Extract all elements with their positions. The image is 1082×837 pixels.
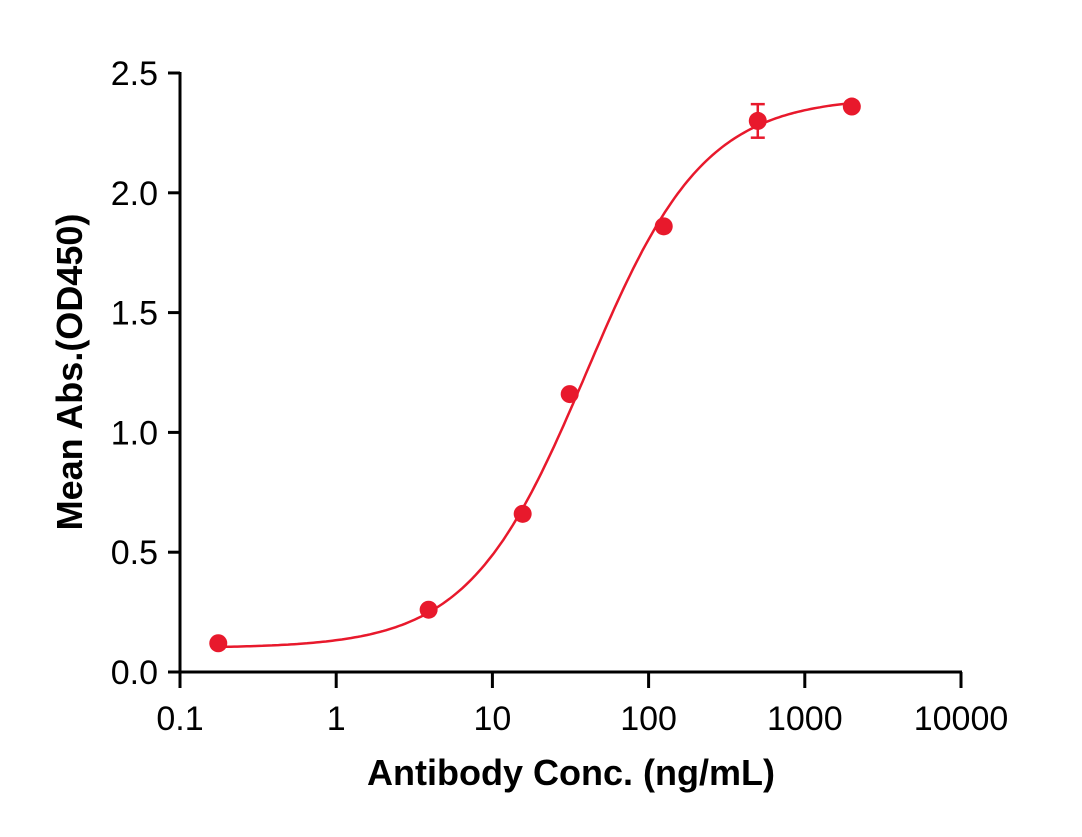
y-tick-label: 0.5	[111, 534, 158, 572]
data-point	[654, 217, 673, 236]
data-point	[513, 504, 532, 523]
y-tick-label: 0.0	[111, 654, 158, 692]
y-tick-label: 1.5	[111, 295, 158, 333]
data-point	[419, 600, 438, 619]
axes: 0.0 0.5 1.0 1.5 2.0 2.5 0.1 1 10 100 1000 10000	[111, 55, 1009, 738]
x-axis-title: Antibody Conc. (ng/mL)	[367, 752, 775, 793]
y-ticks: 0.0 0.5 1.0 1.5 2.0 2.5	[111, 55, 180, 692]
x-tick-label: 10	[473, 700, 511, 738]
data-point	[560, 385, 579, 404]
y-tick-label: 2.0	[111, 175, 158, 213]
data-point	[842, 97, 861, 116]
data-points	[209, 97, 861, 653]
x-tick-label: 100	[620, 700, 677, 738]
fit-curve	[218, 101, 852, 649]
y-axis-title: Mean Abs.(OD450)	[49, 214, 90, 531]
x-ticks: 0.1 1 10 100 1000 10000	[156, 672, 1008, 738]
x-tick-label: 0.1	[156, 700, 203, 738]
x-tick-label: 1	[327, 700, 346, 738]
x-tick-label: 1000	[767, 700, 843, 738]
data-point	[209, 634, 228, 653]
data-point	[748, 111, 767, 130]
y-tick-label: 1.0	[111, 414, 158, 452]
y-tick-label: 2.5	[111, 55, 158, 93]
x-tick-label: 10000	[914, 700, 1009, 738]
